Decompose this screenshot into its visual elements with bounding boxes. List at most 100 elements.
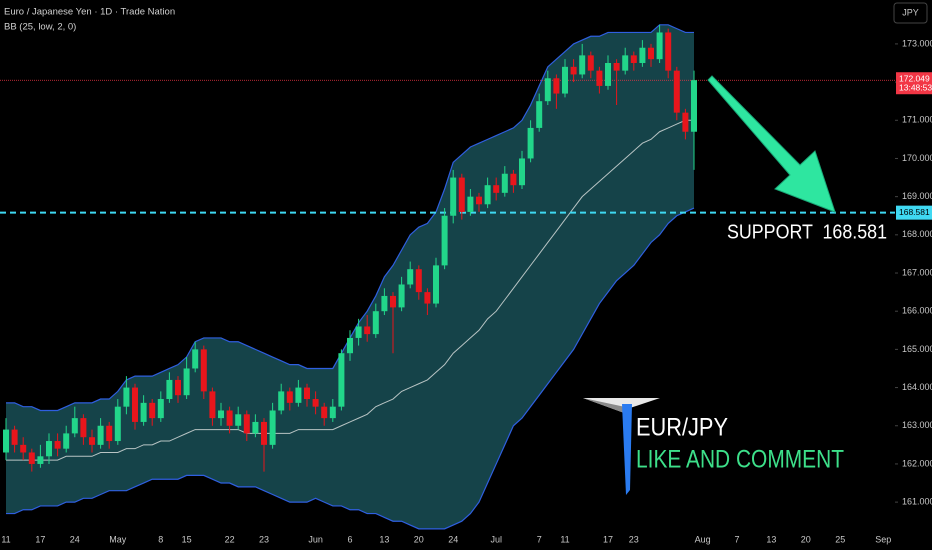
candle-body (484, 185, 491, 205)
x-tick-label: 24 (448, 534, 458, 544)
candle-body (441, 215, 448, 266)
candle-body (622, 55, 629, 71)
candle-body (295, 387, 302, 403)
candle-body (501, 173, 508, 193)
candle-body (450, 177, 457, 216)
candle-body (673, 70, 680, 113)
candle-body (286, 391, 293, 403)
candle-body (11, 429, 18, 445)
candle-body (536, 101, 543, 128)
support-annotation: SUPPORT 168.581 (727, 221, 887, 243)
x-tick-label: 11 (560, 534, 569, 544)
candle-body (54, 441, 61, 449)
candle-body (639, 47, 646, 64)
y-tick-label: 162.000 (902, 458, 932, 468)
candle-body (157, 399, 164, 419)
candle-body (3, 429, 9, 453)
logo-symbol: EUR/JPY (636, 414, 728, 442)
support-price-label: 168.581 (899, 207, 930, 217)
candle-body (364, 326, 371, 335)
candle-body (175, 379, 181, 396)
candle-body (407, 269, 414, 285)
candle-body (252, 421, 259, 434)
candle-body (209, 391, 216, 419)
candle-body (28, 452, 35, 464)
candle-body (20, 444, 27, 453)
candle-body (80, 418, 87, 438)
candle-body (544, 78, 551, 102)
x-tick-label: 25 (835, 534, 845, 544)
candle-body (630, 55, 637, 64)
price-box (896, 72, 932, 95)
x-tick-label: 7 (734, 534, 739, 544)
x-tick-label: Aug (695, 534, 711, 544)
candle-body (37, 456, 44, 464)
candle-body (347, 337, 353, 354)
candle-body (329, 406, 336, 419)
candle-body (123, 387, 130, 407)
y-tick-label: 167.000 (902, 267, 932, 277)
candle-body (596, 70, 603, 86)
candle-body (648, 47, 654, 60)
candle-body (71, 418, 78, 434)
chart-title: Euro / Japanese Yen · 1D · Trade Nation (4, 7, 175, 18)
candle-body (106, 425, 113, 442)
indicator-label: BB (25, low, 2, 0) (4, 22, 76, 33)
y-tick-label: 173.000 (902, 38, 932, 48)
candle-body (321, 406, 328, 419)
candle-body (656, 32, 663, 60)
candle-body (519, 158, 525, 186)
candle-body (390, 295, 396, 308)
candle-body (415, 269, 422, 293)
x-tick-label: 23 (259, 534, 269, 544)
candle-body (140, 402, 147, 422)
candle-body (304, 387, 310, 400)
y-tick-label: 164.000 (902, 382, 932, 392)
candle-body (46, 441, 52, 457)
logo-shade (583, 398, 630, 414)
candle-body (493, 185, 500, 193)
candle-body (89, 437, 95, 445)
x-tick-label: 17 (35, 534, 45, 544)
candle-body (132, 387, 138, 422)
candle-body (243, 414, 250, 434)
y-tick-label: 170.000 (902, 153, 932, 163)
x-tick-label: 13 (379, 534, 389, 544)
y-tick-label: 169.000 (902, 191, 932, 201)
x-tick-label: Jul (490, 534, 502, 544)
y-tick-label: 171.000 (902, 115, 932, 125)
x-tick-label: 24 (70, 534, 80, 544)
y-tick-label: 161.000 (902, 497, 932, 507)
candle-body (235, 414, 242, 426)
candle-body (665, 32, 672, 71)
x-tick-label: 15 (182, 534, 192, 544)
price-label: 172.049 (899, 73, 930, 83)
candle-body (691, 80, 697, 132)
candle-body (381, 295, 388, 312)
candle-body (562, 66, 568, 94)
candle-body (355, 326, 362, 338)
candle-body (587, 55, 594, 71)
candle-body (278, 391, 285, 411)
x-tick-label: 7 (537, 534, 542, 544)
candle-body (433, 265, 439, 304)
x-tick-label: 17 (603, 534, 613, 544)
candle-body (570, 66, 577, 75)
currency-label[interactable]: JPY (902, 7, 919, 17)
candle-body (527, 127, 534, 159)
currency-box[interactable] (893, 2, 928, 24)
x-tick-label: Sep (875, 534, 891, 544)
call-to-action: LIKE AND COMMENT (636, 446, 844, 474)
candle-body (579, 55, 586, 75)
x-tick-label: 20 (801, 534, 811, 544)
candle-body (458, 177, 465, 212)
x-tick-label: 20 (414, 534, 424, 544)
candle-body (510, 173, 517, 186)
y-tick-label: 168.000 (902, 229, 932, 239)
candle-body (372, 311, 379, 335)
candle-body (682, 112, 689, 132)
y-tick-label: 166.000 (902, 306, 932, 316)
band-line (6, 207, 695, 530)
candle-body (114, 406, 121, 442)
